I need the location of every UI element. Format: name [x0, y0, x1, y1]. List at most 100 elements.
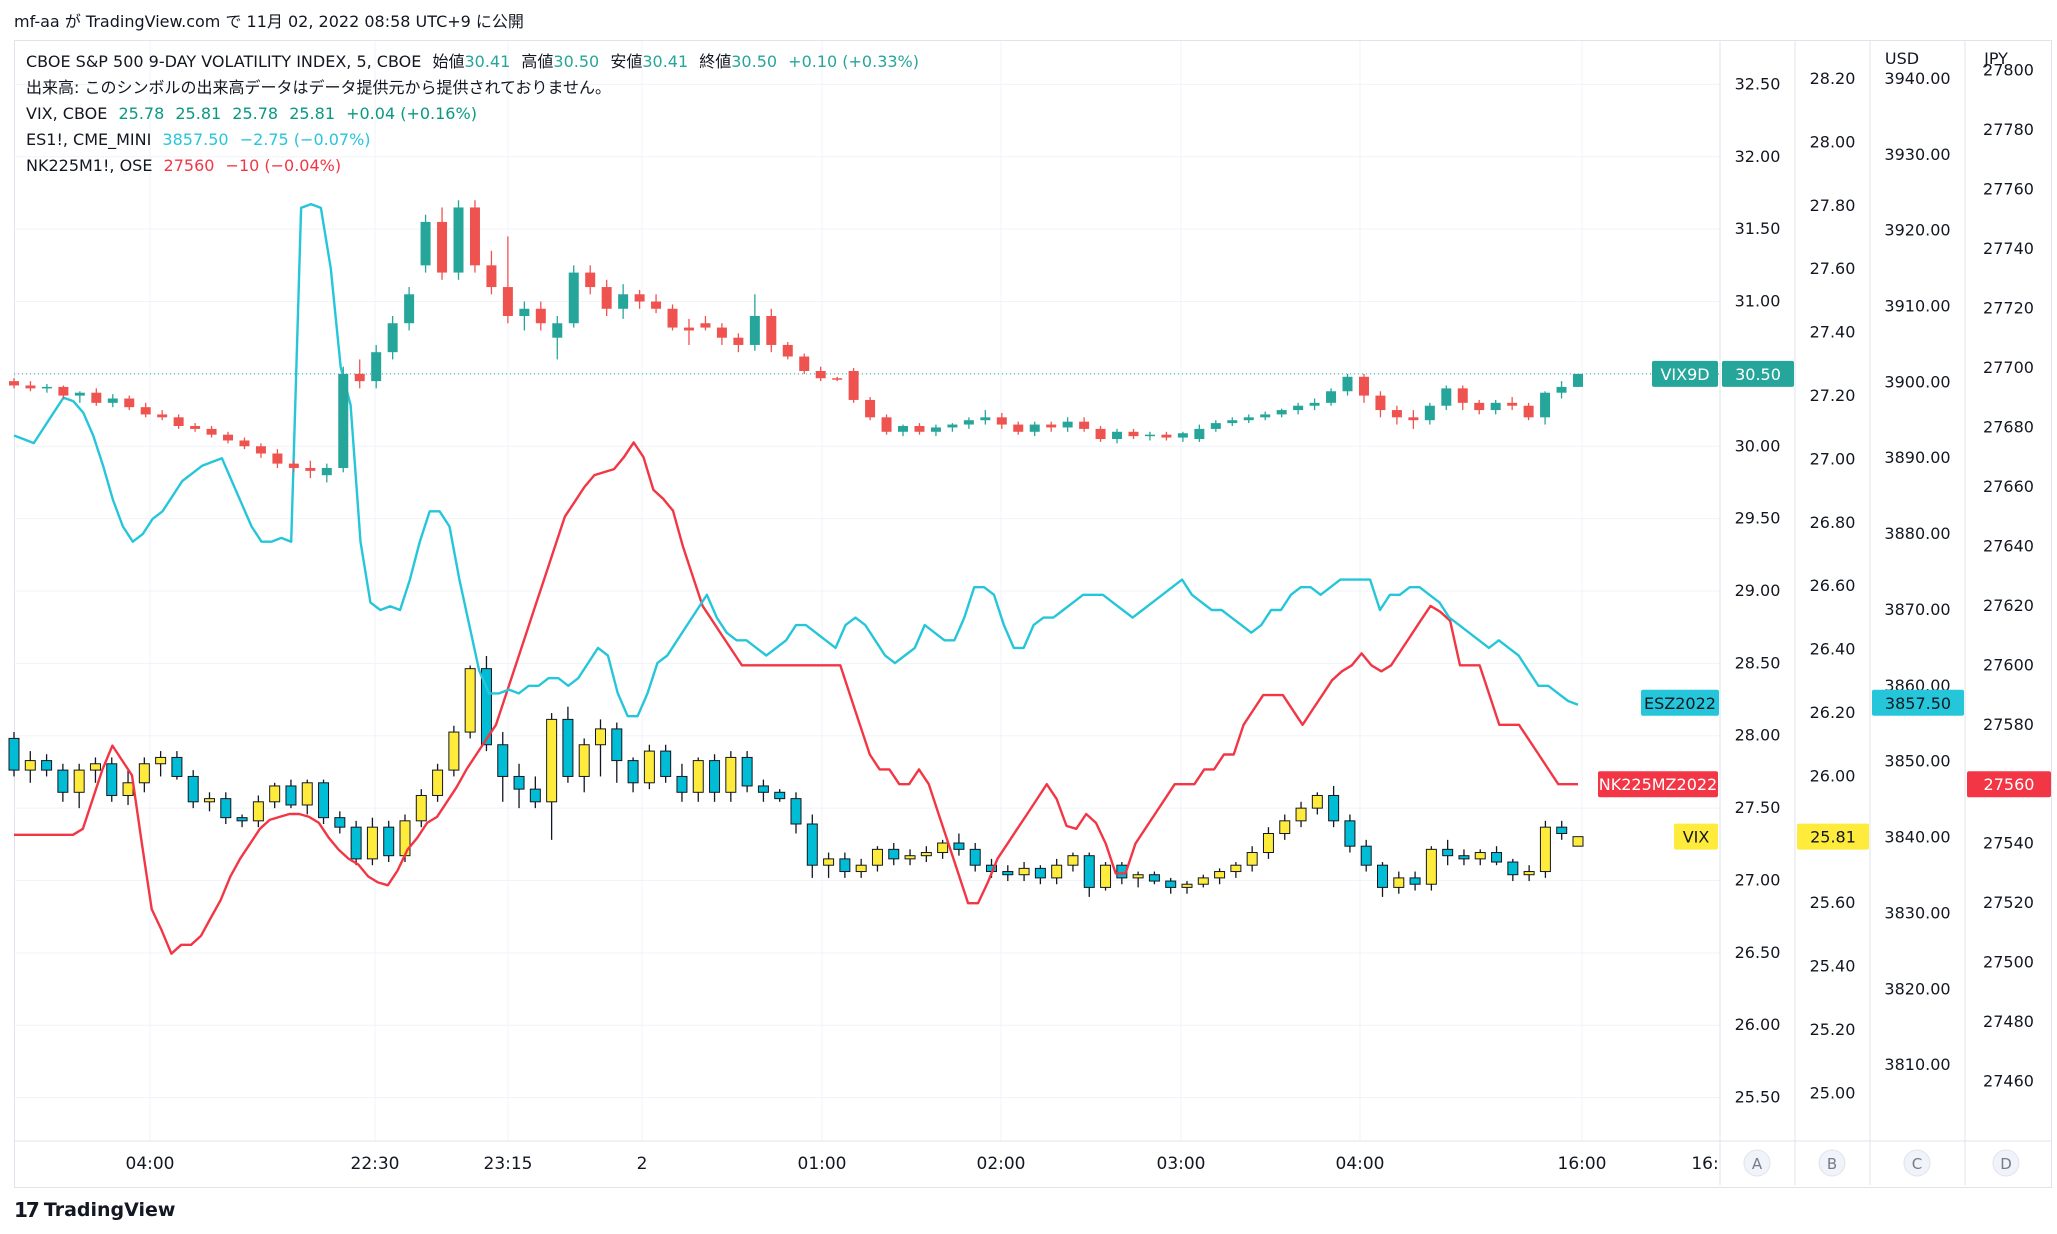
esz2022-name-tag-label: ESZ2022	[1644, 694, 1716, 713]
scale-button-a[interactable]	[1743, 1149, 1771, 1177]
axis-B-tick-label: 26.60	[1810, 576, 1856, 595]
candle-body	[709, 760, 721, 793]
candle-body	[9, 381, 19, 386]
scale-button-label: D	[2000, 1155, 2012, 1173]
candle-body	[1393, 877, 1405, 888]
candle-body	[190, 426, 201, 429]
candle-body	[643, 750, 655, 784]
axis-B-tick-label: 27.00	[1810, 449, 1856, 468]
candle-body	[1177, 433, 1188, 438]
series-line-nk225mz2022	[14, 441, 1578, 955]
candle-body	[106, 763, 118, 796]
axis-C-tick-label: 3830.00	[1884, 903, 1950, 922]
candle-body	[914, 426, 925, 432]
candle-body	[1425, 848, 1437, 885]
vix9d-value-tag-label: 30.50	[1735, 365, 1781, 384]
candle-body	[969, 848, 981, 866]
tradingview-logo-icon: 17	[14, 1198, 40, 1222]
candle-body	[953, 842, 965, 850]
candle-body	[865, 399, 876, 418]
candle-body	[1230, 864, 1242, 873]
candle-body	[1079, 421, 1090, 429]
publish-info: mf-aa が TradingView.com で 11月 02, 2022 0…	[14, 8, 524, 32]
axis-A-tick-label: 32.50	[1735, 74, 1781, 93]
candle-body	[74, 392, 85, 396]
candle-body	[1375, 395, 1386, 411]
candle-body	[660, 750, 672, 777]
scale-button-d[interactable]	[1992, 1149, 2020, 1177]
series-line-esz2022	[13, 202, 1579, 718]
candle-body	[552, 323, 563, 338]
candle-body	[881, 417, 892, 432]
candle-body	[1309, 402, 1320, 406]
axis-D-tick-label: 27740	[1983, 239, 2034, 258]
candle-body	[41, 760, 53, 771]
axis-D-tick-label: 27660	[1983, 477, 2034, 496]
candle-body	[387, 323, 398, 353]
axis-C-tick-label: 3820.00	[1884, 979, 1950, 998]
time-tick-label: 02:00	[977, 1154, 1026, 1174]
axis-D-tick-label: 27800	[1983, 61, 2034, 80]
candle-body	[236, 817, 248, 822]
nk225-value-tag-label: 27560	[1984, 775, 2035, 794]
time-tick-label: 03:00	[1157, 1154, 1206, 1174]
axis-B-tick-label: 26.40	[1810, 640, 1856, 659]
candle-body	[1293, 405, 1304, 411]
candle-body	[601, 287, 612, 309]
candle-body	[1246, 852, 1258, 866]
candle-body	[285, 785, 297, 806]
axis-A-tick-label: 31.00	[1735, 292, 1781, 311]
time-tick-label: 01:00	[798, 1154, 847, 1174]
candle-body	[1457, 388, 1468, 403]
candle-body	[562, 718, 574, 777]
candle-body	[1083, 855, 1095, 888]
currency-label: USD	[1885, 49, 1919, 68]
candle-body	[1095, 428, 1106, 440]
tradingview-logo[interactable]: 17 TradingView	[14, 1198, 176, 1222]
candle-body	[1311, 794, 1323, 809]
candle-body	[790, 798, 802, 825]
legend-volume-text: 出来高: このシンボルの出来高データはデータ提供元から提供されておりません。	[26, 78, 612, 97]
scale-button-c[interactable]	[1903, 1149, 1931, 1177]
candle-body	[618, 294, 629, 309]
legend-vix-change: +0.04 (+0.16%)	[346, 104, 477, 123]
candle-body	[898, 426, 909, 432]
axis-B-tick-label: 27.20	[1810, 386, 1856, 405]
axis-A-tick-label: 28.00	[1735, 726, 1781, 745]
axis-D-tick-label: 27600	[1983, 655, 2034, 674]
candle-body	[667, 308, 678, 328]
candle-body	[996, 417, 1007, 425]
legend-nk-change: −10 (−0.04%)	[225, 156, 342, 175]
scale-button-label: B	[1827, 1155, 1837, 1173]
legend-nk-value: 27560	[163, 156, 215, 175]
candle-body	[766, 316, 777, 345]
axis-D-tick-label: 27480	[1983, 1012, 2034, 1031]
axis-D-tick-label: 27460	[1983, 1072, 2034, 1091]
legend-low-label: 安値	[610, 52, 643, 71]
nk225-name-tag-label: NK225MZ2022	[1599, 775, 1717, 794]
candle-body	[486, 265, 497, 288]
axis-C-tick-label: 3940.00	[1884, 69, 1950, 88]
candle-body	[288, 463, 299, 468]
legend-es: ES1!, CME_MINI 3857.50 −2.75 (−0.07%)	[26, 130, 377, 150]
chart-frame	[14, 40, 2052, 1188]
axis-A-tick-label: 27.00	[1735, 870, 1781, 889]
axis-D-tick-label: 27580	[1983, 715, 2034, 734]
candle-body	[947, 424, 958, 428]
axis-D-tick-label: 27680	[1983, 417, 2034, 436]
candle-body	[1067, 855, 1079, 866]
scale-button-b[interactable]	[1818, 1149, 1846, 1177]
axis-B-tick-label: 28.00	[1810, 132, 1856, 151]
candle-body	[519, 308, 530, 316]
axis-D-tick-label: 27780	[1983, 120, 2034, 139]
legend-open-value: 30.41	[464, 52, 511, 71]
candle-body	[1540, 392, 1551, 418]
publisher-name: mf-aa	[14, 12, 60, 31]
axis-C-tick-label: 3880.00	[1884, 524, 1950, 543]
candle-body	[1276, 410, 1287, 415]
candle-body	[1358, 376, 1369, 396]
candle-body	[1148, 874, 1160, 882]
candle-body	[404, 294, 415, 324]
legend-main: CBOE S&P 500 9-DAY VOLATILITY INDEX, 5, …	[26, 52, 925, 72]
